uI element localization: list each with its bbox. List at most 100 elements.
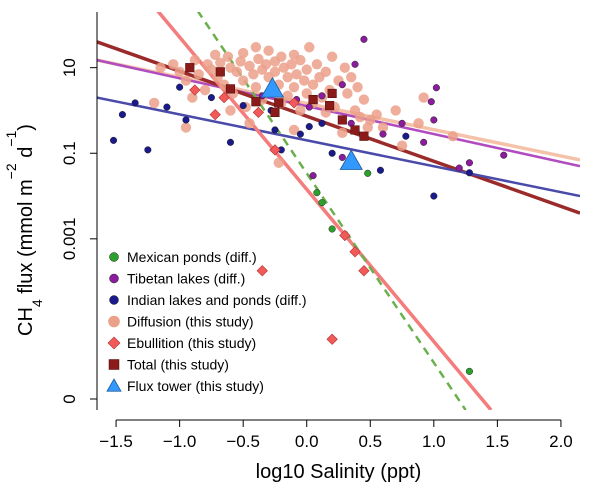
point-diffusion-67: [352, 81, 363, 93]
point-ebullition-10: [326, 333, 338, 345]
point-indian-8: [226, 138, 235, 146]
point-indian-9: [239, 102, 247, 110]
y-axis-title-part-6: ): [15, 124, 37, 131]
y-axis-title-part-0: CH: [15, 307, 37, 336]
point-diffusion-25: [250, 42, 262, 53]
point-ebullition-6: [288, 97, 300, 109]
point-indian-17: [376, 166, 384, 174]
point-diffusion-13: [215, 57, 226, 68]
point-diffusion-69: [358, 94, 370, 105]
point-diffusion-80: [225, 105, 236, 116]
x-tick-label-4: 0.5: [358, 432, 382, 451]
x-tick-label-6: 1.5: [486, 432, 510, 451]
legend-label-0: Mexican ponds (diff.): [127, 249, 257, 265]
point-diffusion-75: [396, 140, 408, 151]
point-diffusion-23: [244, 60, 255, 72]
point-ebullition-9: [358, 265, 370, 277]
point-diffusion-32: [263, 45, 274, 56]
point-diffusion-57: [320, 66, 331, 78]
data-points: [109, 35, 508, 375]
point-diffusion-41: [282, 90, 293, 102]
point-diffusion-19: [235, 56, 246, 67]
axes: −1.5 −1.0 −0.5 0.0 0.5 1.0 1.5 2.0 10 0.1 0.001 0: [60, 12, 573, 451]
point-mexican-4: [465, 367, 473, 375]
point-diffusion-79: [180, 122, 192, 133]
point-diffusion-47: [295, 54, 306, 66]
point-tibetan-1: [318, 92, 326, 100]
point-tibetan-13: [500, 151, 508, 159]
point-diffusion-48: [298, 75, 310, 86]
point-diffusion-27: [253, 53, 264, 65]
point-ebullition-5: [269, 144, 281, 156]
fit-line-mexican_fit: [196, 12, 467, 410]
point-diffusion-52: [307, 79, 319, 90]
point-diffusion-65: [346, 71, 357, 83]
point-total-2: [225, 84, 236, 94]
point-diffusion-77: [418, 92, 429, 103]
point-diffusion-8: [199, 84, 211, 96]
x-tick-label-2: −0.5: [226, 432, 260, 451]
legend-label-3: Diffusion (this study): [127, 314, 254, 330]
point-tibetan-7: [420, 138, 428, 146]
x-tick-label-7: 2.0: [549, 432, 573, 451]
point-total-6: [308, 94, 318, 105]
point-indian-6: [182, 116, 190, 124]
point-diffusion-78: [447, 131, 459, 142]
point-indian-13: [296, 130, 304, 138]
fit-line-indian_fit: [97, 96, 580, 198]
point-diffusion-2: [168, 59, 179, 70]
x-axis-title: log10 Salinity (ppt): [256, 461, 422, 483]
point-total-5: [274, 98, 284, 108]
x-tick-label-3: 0.0: [295, 432, 319, 451]
point-diffusion-42: [286, 59, 297, 70]
y-tick-label-3: 0: [60, 394, 79, 403]
point-mexican-2: [328, 225, 336, 233]
x-tick-label-1: −1.0: [163, 432, 197, 451]
point-diffusion-82: [288, 124, 300, 136]
point-ebullition-3: [252, 106, 265, 119]
point-diffusion-63: [339, 62, 351, 73]
point-ebullition-2: [218, 91, 230, 104]
point-diffusion-26: [250, 81, 262, 93]
point-mexican-3: [364, 169, 372, 177]
point-diffusion-51: [304, 42, 315, 53]
point-total-0: [185, 63, 195, 73]
point-diffusion-37: [276, 51, 287, 62]
point-indian-0: [109, 136, 118, 144]
y-tick-label-0: 10: [60, 58, 79, 77]
point-indian-3: [144, 146, 152, 154]
point-tibetan-18: [305, 103, 313, 111]
point-diffusion-35: [269, 66, 281, 78]
point-total-9: [350, 125, 360, 135]
point-diffusion-40: [282, 71, 293, 83]
x-tick-label-5: 1.0: [422, 432, 446, 451]
legend-marker-4: [107, 336, 121, 350]
y-axis-title-part-4: d: [15, 147, 37, 164]
point-ebullition-1: [209, 108, 221, 121]
point-diffusion-24: [248, 69, 259, 80]
point-diffusion-84: [273, 157, 284, 168]
point-diffusion-62: [337, 127, 348, 139]
fit-line-tibetan_fit: [97, 58, 580, 168]
point-tibetan-2: [338, 81, 346, 89]
point-tower-0: [260, 77, 285, 98]
point-diffusion-0: [148, 97, 160, 109]
legend-marker-1: [109, 273, 119, 284]
point-tower-1: [339, 149, 363, 170]
legend-marker-5: [108, 359, 120, 370]
point-mexican-0: [313, 189, 321, 197]
point-diffusion-46: [295, 105, 306, 116]
legend-label-6: Flux tower (this study): [127, 378, 264, 394]
point-diffusion-15: [222, 51, 234, 62]
point-indian-18: [402, 132, 410, 140]
point-diffusion-20: [237, 47, 249, 59]
point-tibetan-6: [398, 119, 406, 127]
y-tick-label-1: 0.1: [60, 141, 79, 165]
point-tibetan-16: [351, 60, 359, 68]
point-diffusion-74: [390, 105, 401, 116]
point-total-8: [337, 115, 347, 125]
point-diffusion-73: [377, 122, 389, 133]
point-indian-5: [176, 83, 184, 91]
point-diffusion-4: [180, 75, 192, 86]
